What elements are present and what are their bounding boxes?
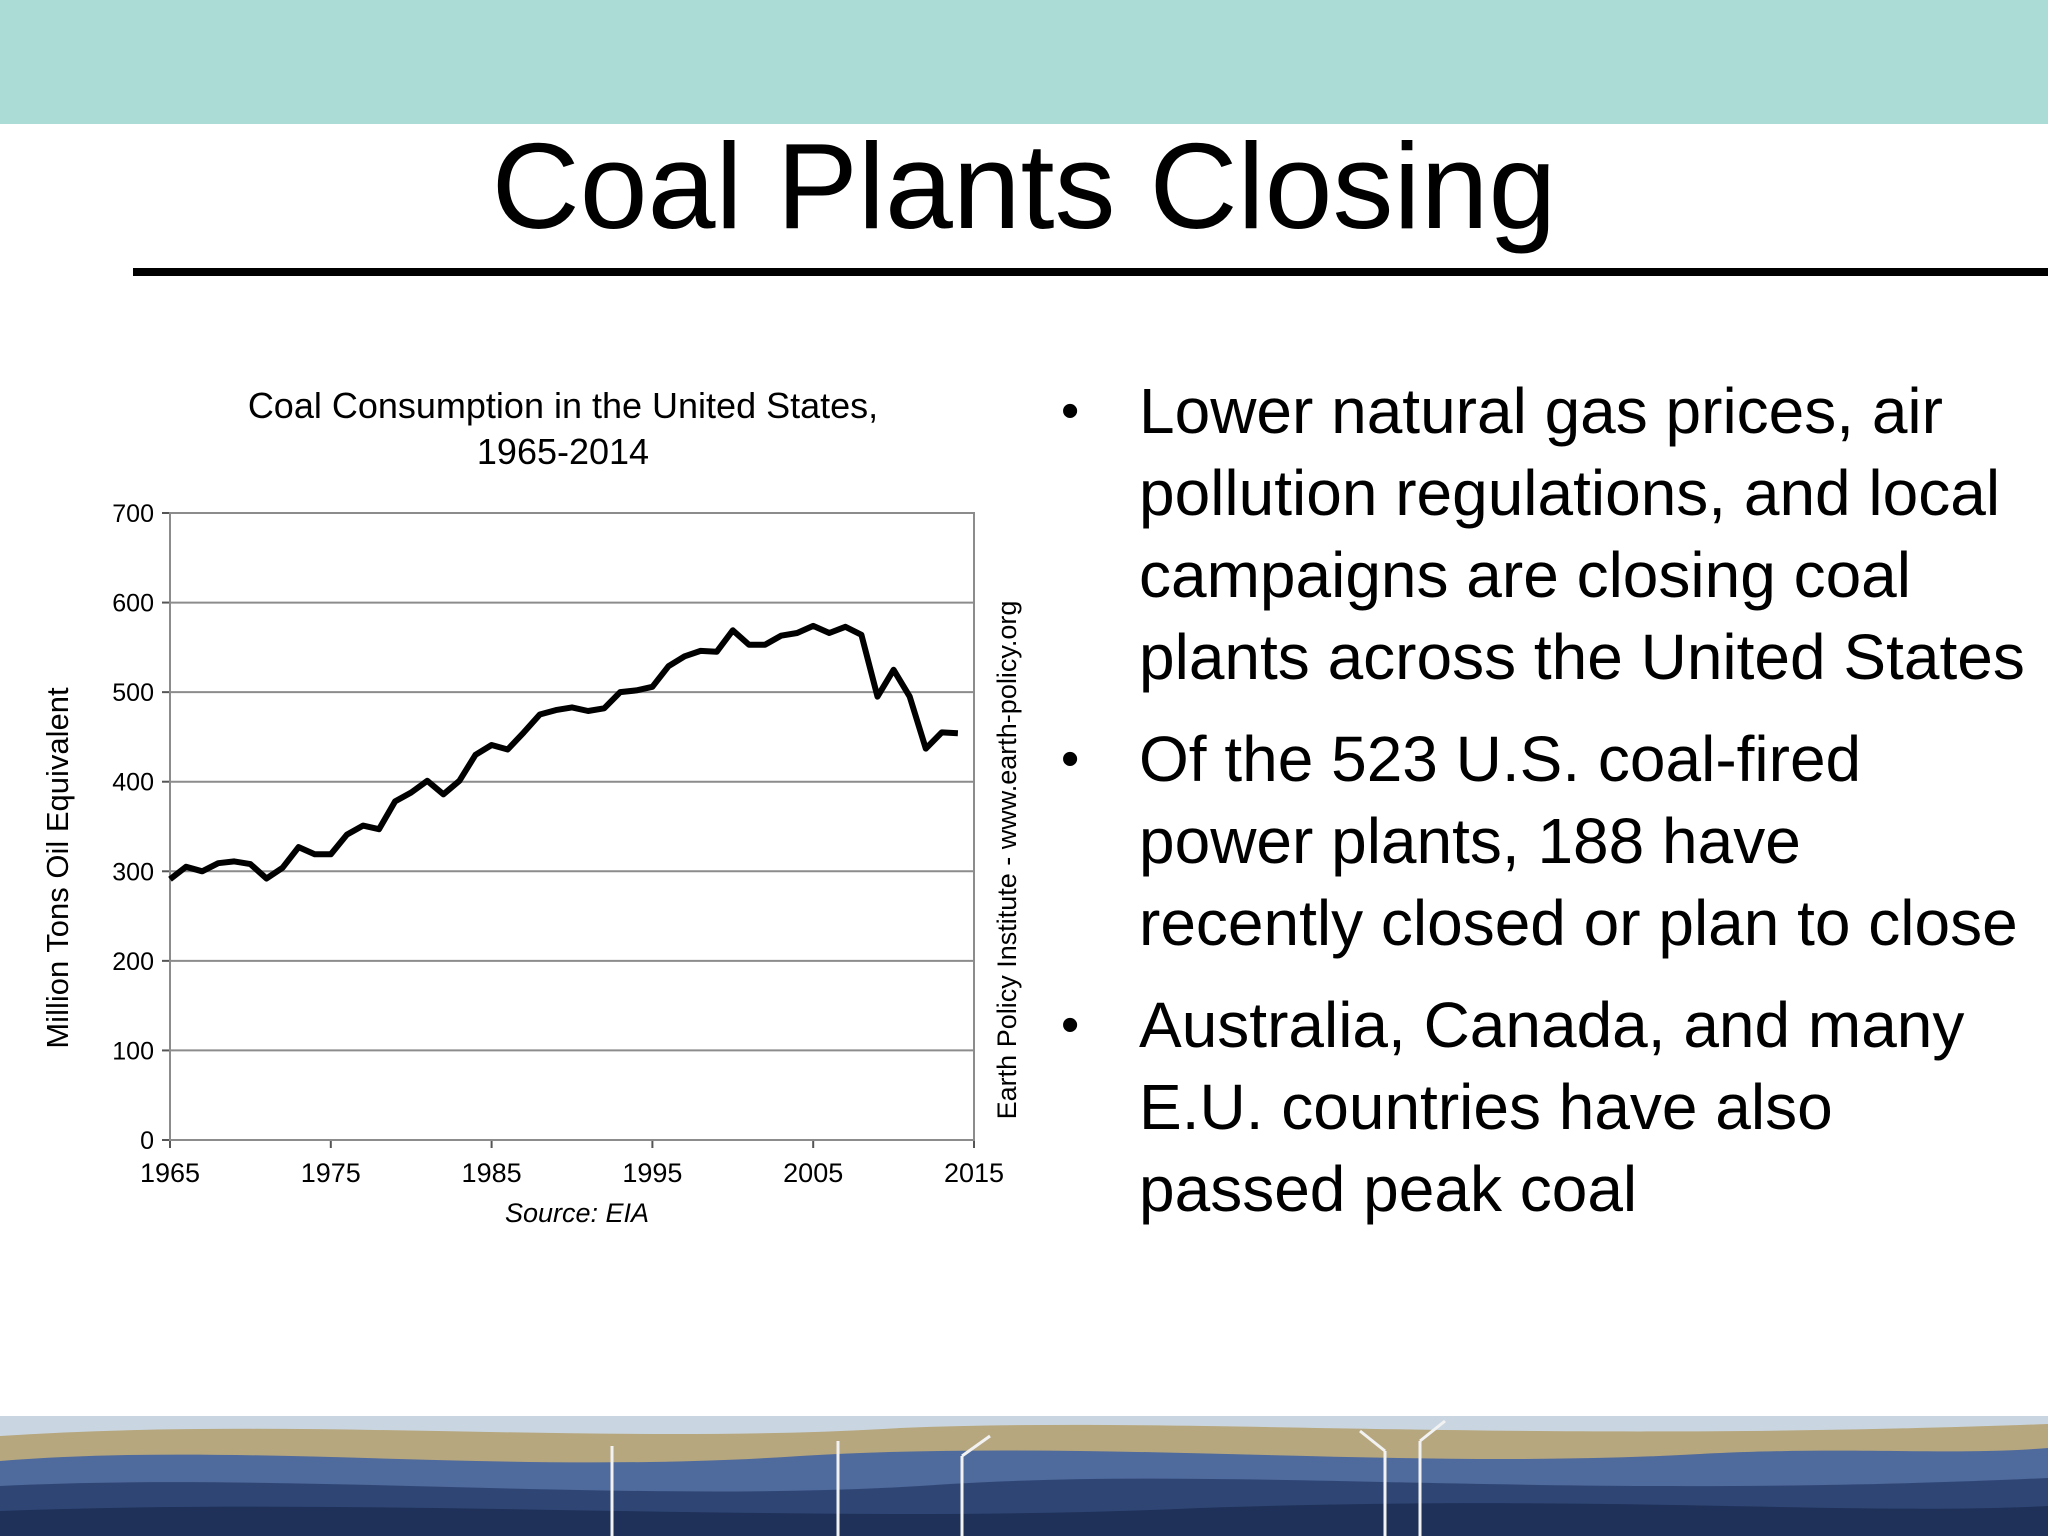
bullet-item: • Of the 523 U.S. coal-fired power plants… (1055, 718, 2035, 964)
y-tick-label: 600 (112, 590, 154, 618)
x-tick-label: 1995 (622, 1158, 682, 1188)
bullet-text: Lower natural gas prices, air pollution … (1139, 375, 2025, 693)
y-tick-label: 400 (112, 769, 154, 797)
x-tick-label: 1965 (140, 1158, 200, 1188)
x-tick-label: 1985 (462, 1158, 522, 1188)
plot-frame (169, 512, 975, 1141)
x-tick-label: 2005 (783, 1158, 843, 1188)
chart-title-line-2: 1965-2014 (477, 431, 649, 472)
bullet-dot: • (1061, 996, 1080, 1054)
y-axis-label: Million Tons Oil Equivalent (40, 687, 75, 1049)
x-tick-label: 1975 (301, 1158, 361, 1188)
coal-consumption-chart: Coal Consumption in the United States, 1… (40, 385, 1022, 1228)
header-band (0, 0, 2048, 124)
x-tick-label: 2015 (944, 1158, 1004, 1188)
wind-turbine-icon (610, 1419, 1446, 1536)
y-tick-label: 300 (112, 858, 154, 886)
wind-farm-landscape-image (0, 1416, 2048, 1536)
y-tick-label: 0 (140, 1127, 154, 1155)
y-tick-label: 700 (112, 500, 154, 528)
tick-labels: 0 100 200 300 400 500 600 700 1965 1975 1985 1995 20… (112, 500, 1004, 1188)
chart-credit: Earth Policy Institute - www.earth-polic… (992, 601, 1022, 1120)
chart-title-line-1: Coal Consumption in the United States, (248, 385, 878, 426)
coal-consumption-line (168, 622, 959, 882)
y-tick-label: 100 (112, 1037, 154, 1065)
bullet-text: Australia, Canada, and many E.U. countri… (1139, 989, 1965, 1225)
gridlines (170, 601, 974, 1052)
bullet-item: • Australia, Canada, and many E.U. countr… (1055, 984, 2035, 1230)
title-divider (133, 268, 2048, 276)
bullet-dot: • (1061, 382, 1080, 440)
bullet-text: Of the 523 U.S. coal-fired power plants,… (1139, 723, 2018, 959)
y-tick-label: 500 (112, 679, 154, 707)
slide-title: Coal Plants Closing (491, 118, 1557, 254)
bullet-dot: • (1061, 730, 1080, 788)
x-axis-label: Source: EIA (505, 1198, 649, 1228)
y-tick-label: 200 (112, 948, 154, 976)
bullet-item: • Lower natural gas prices, air pollution… (1055, 370, 2035, 698)
bullet-list: • Lower natural gas prices, air pollution… (1055, 370, 2035, 1250)
